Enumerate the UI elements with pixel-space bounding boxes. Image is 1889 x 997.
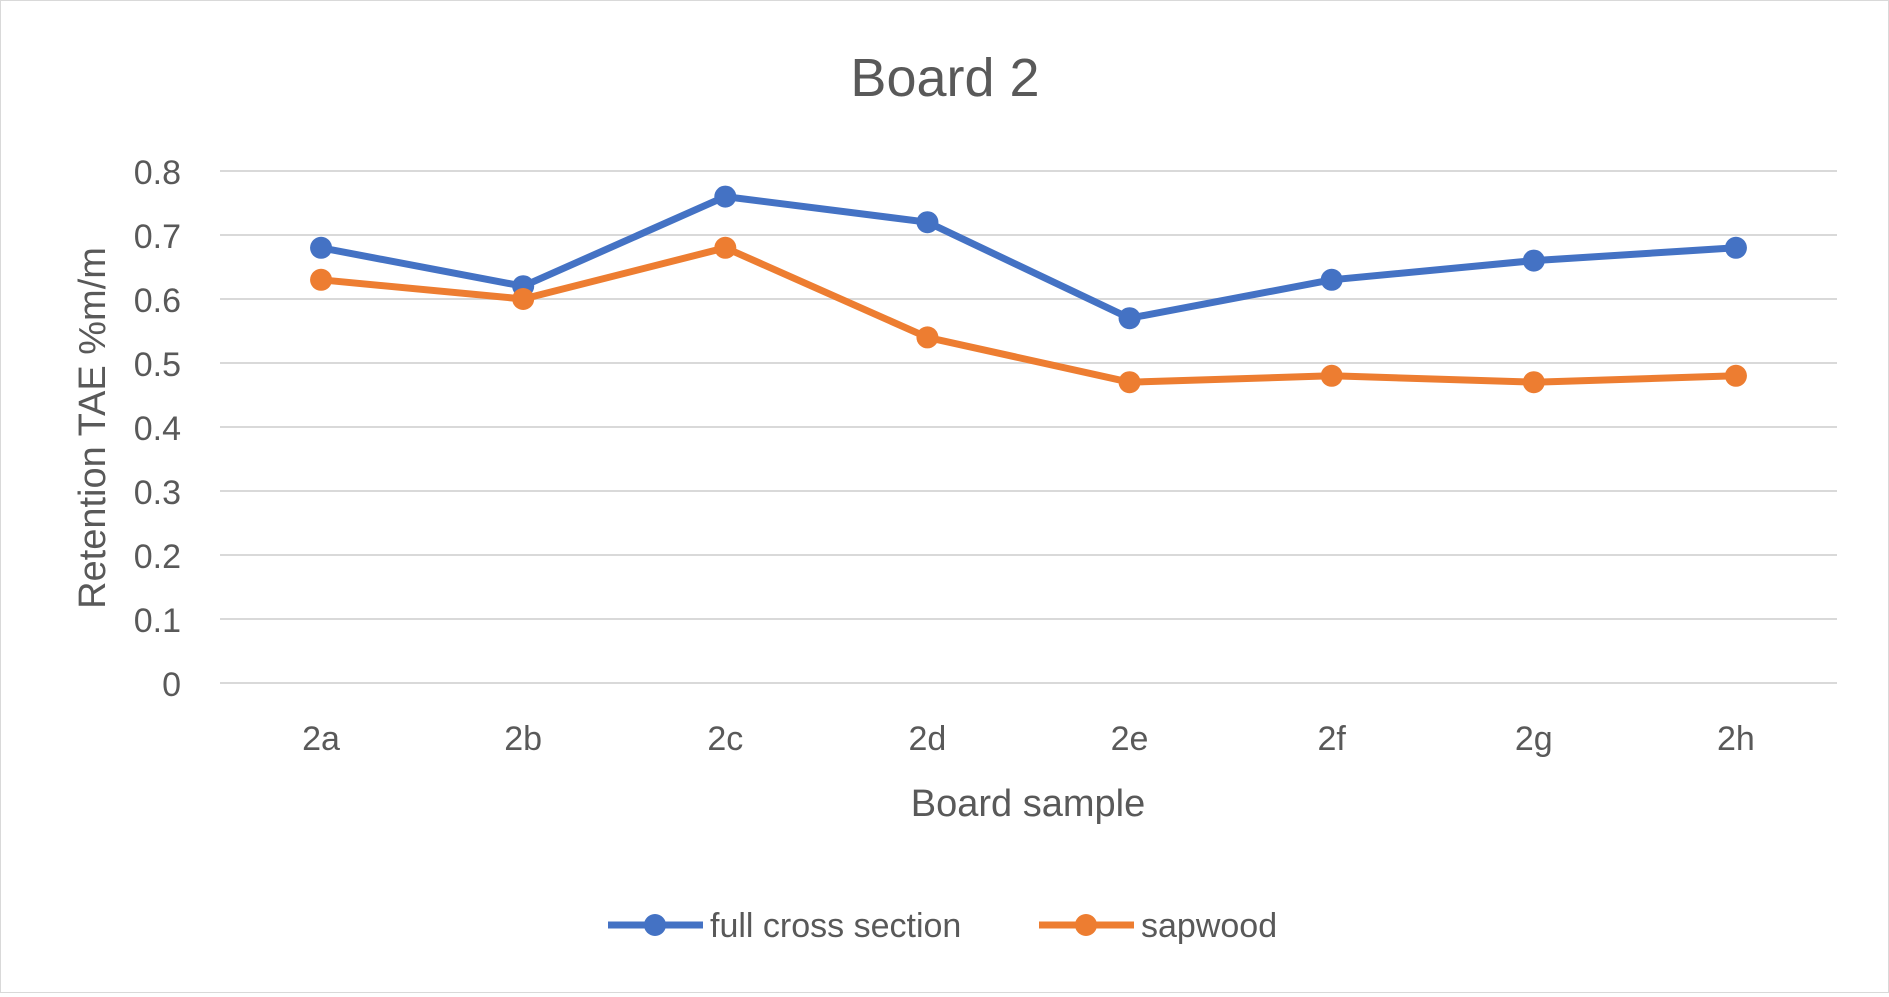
x-tick-label: 2a bbox=[302, 720, 340, 758]
y-tick-label: 0.1 bbox=[134, 602, 181, 640]
legend: full cross section sapwood bbox=[608, 907, 1277, 945]
data-point bbox=[1118, 371, 1141, 394]
legend-label: sapwood bbox=[1141, 907, 1277, 945]
series-1 bbox=[310, 185, 1747, 330]
x-axis-label: Board sample bbox=[911, 783, 1145, 825]
data-point bbox=[1320, 364, 1343, 387]
data-point bbox=[916, 211, 939, 234]
series-line bbox=[317, 193, 1740, 322]
y-tick-label: 0.6 bbox=[134, 282, 181, 320]
y-tick-label: 0 bbox=[162, 666, 181, 704]
x-axis-ticks: 2a 2b 2c 2d 2e 2f 2g 2h bbox=[302, 720, 1755, 758]
y-axis-ticks: 0 0.1 0.2 0.3 0.4 0.5 0.6 0.7 0.8 bbox=[134, 154, 181, 704]
data-point bbox=[714, 185, 737, 208]
data-point bbox=[310, 236, 333, 259]
series-line bbox=[317, 244, 1740, 386]
x-tick-label: 2h bbox=[1717, 720, 1755, 758]
data-point bbox=[1118, 307, 1141, 330]
y-tick-label: 0.8 bbox=[134, 154, 181, 192]
data-point bbox=[1724, 236, 1747, 259]
x-tick-label: 2d bbox=[909, 720, 947, 758]
chart-title: Board 2 bbox=[850, 48, 1039, 108]
y-tick-label: 0.4 bbox=[134, 410, 181, 448]
x-tick-label: 2f bbox=[1318, 720, 1347, 758]
legend-marker bbox=[1075, 914, 1097, 936]
x-tick-label: 2b bbox=[504, 720, 542, 758]
y-axis-label: Retention TAE %m/m bbox=[72, 247, 114, 609]
series-layer bbox=[310, 185, 1747, 394]
gridlines bbox=[220, 170, 1837, 684]
data-point bbox=[1724, 364, 1747, 387]
legend-item-2: sapwood bbox=[1039, 907, 1277, 945]
legend-marker bbox=[644, 914, 666, 936]
y-tick-label: 0.2 bbox=[134, 538, 181, 576]
x-tick-label: 2g bbox=[1515, 720, 1553, 758]
data-point bbox=[714, 236, 737, 259]
x-tick-label: 2c bbox=[707, 720, 743, 758]
data-point bbox=[1522, 249, 1545, 272]
series-2 bbox=[310, 236, 1747, 394]
data-point bbox=[916, 326, 939, 349]
y-tick-label: 0.3 bbox=[134, 474, 181, 512]
data-point bbox=[310, 268, 333, 291]
data-point bbox=[1522, 371, 1545, 394]
y-tick-label: 0.7 bbox=[134, 218, 181, 256]
data-point bbox=[1320, 268, 1343, 291]
legend-label: full cross section bbox=[710, 907, 961, 945]
legend-item-1: full cross section bbox=[608, 907, 961, 945]
y-tick-label: 0.5 bbox=[134, 346, 181, 384]
x-tick-label: 2e bbox=[1111, 720, 1149, 758]
data-point bbox=[512, 288, 535, 310]
